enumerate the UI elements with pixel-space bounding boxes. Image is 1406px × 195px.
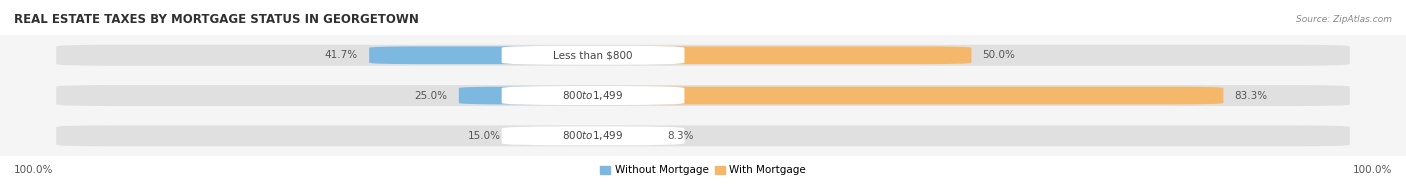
Legend: Without Mortgage, With Mortgage: Without Mortgage, With Mortgage [596, 161, 810, 180]
Text: 41.7%: 41.7% [325, 50, 359, 60]
Text: 100.0%: 100.0% [14, 165, 53, 175]
FancyBboxPatch shape [56, 45, 1350, 66]
Text: 100.0%: 100.0% [1353, 165, 1392, 175]
FancyBboxPatch shape [593, 127, 655, 145]
FancyBboxPatch shape [502, 126, 685, 145]
Text: Source: ZipAtlas.com: Source: ZipAtlas.com [1296, 15, 1392, 24]
FancyBboxPatch shape [593, 87, 1223, 104]
Text: REAL ESTATE TAXES BY MORTGAGE STATUS IN GEORGETOWN: REAL ESTATE TAXES BY MORTGAGE STATUS IN … [14, 13, 419, 26]
Text: 25.0%: 25.0% [415, 90, 447, 101]
FancyBboxPatch shape [502, 46, 685, 65]
Text: 8.3%: 8.3% [666, 131, 693, 141]
FancyBboxPatch shape [56, 125, 1350, 146]
FancyBboxPatch shape [513, 127, 593, 145]
Text: 15.0%: 15.0% [468, 131, 502, 141]
FancyBboxPatch shape [593, 46, 972, 64]
FancyBboxPatch shape [458, 87, 593, 104]
Text: 83.3%: 83.3% [1234, 90, 1268, 101]
Text: 50.0%: 50.0% [983, 50, 1015, 60]
Text: Less than $800: Less than $800 [554, 50, 633, 60]
FancyBboxPatch shape [370, 46, 593, 64]
Text: $800 to $1,499: $800 to $1,499 [562, 129, 624, 142]
Text: $800 to $1,499: $800 to $1,499 [562, 89, 624, 102]
FancyBboxPatch shape [56, 85, 1350, 106]
FancyBboxPatch shape [502, 86, 685, 105]
